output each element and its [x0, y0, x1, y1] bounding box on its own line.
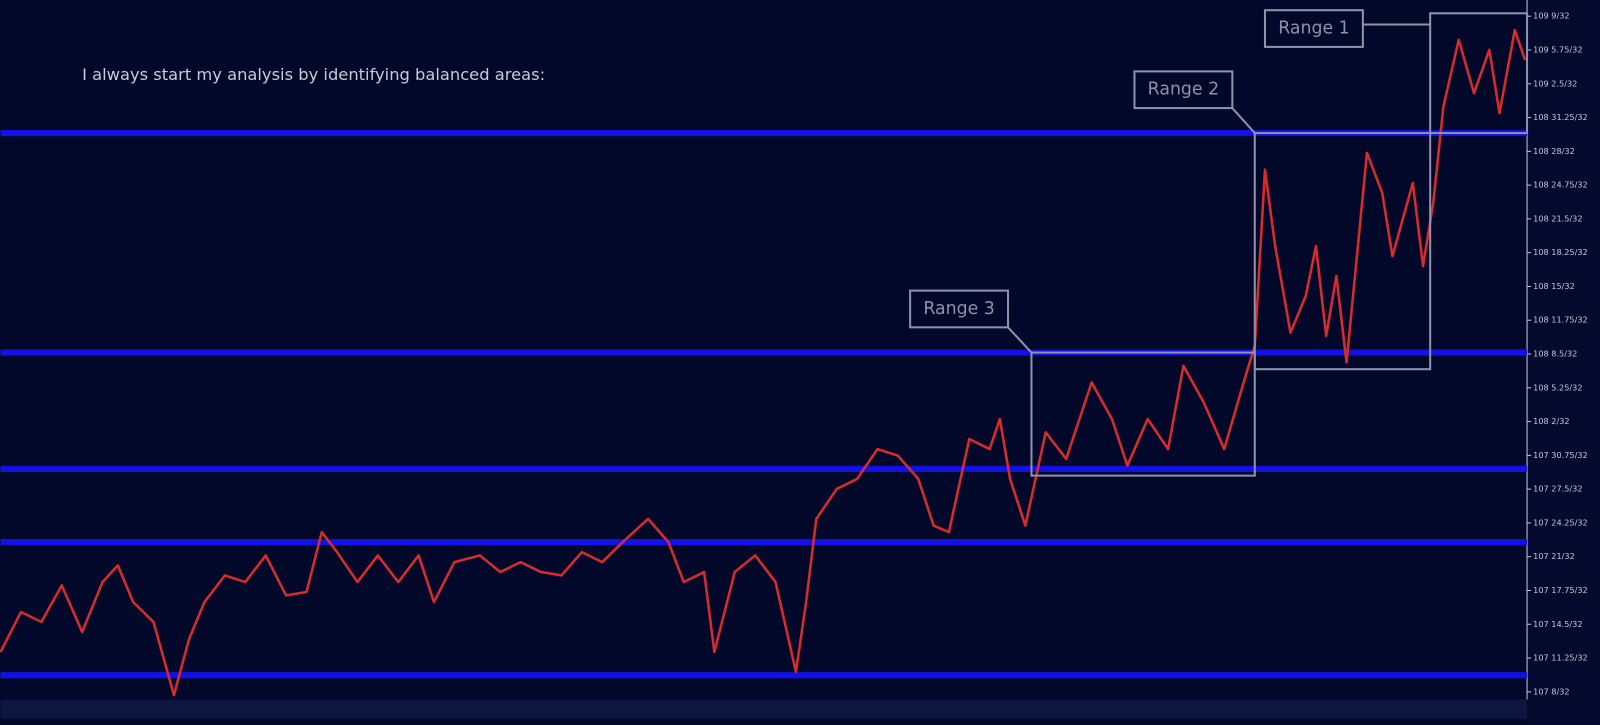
range-box: [1030, 351, 1256, 477]
y-tick-label: 108 21.5/32: [1533, 213, 1582, 223]
range-label: Range 2: [1148, 80, 1219, 100]
y-tick-label: 109 9/32: [1533, 11, 1569, 21]
y-tick-label: 108 11.75/32: [1533, 315, 1588, 325]
y-axis-panel: [1527, 0, 1600, 725]
x-axis-strip: [0, 699, 1528, 719]
y-tick-label: 108 2/32: [1533, 416, 1569, 426]
y-tick-label: 108 31.25/32: [1533, 112, 1588, 122]
range-label: Range 3: [923, 299, 994, 319]
y-tick-label: 107 21/32: [1533, 551, 1575, 561]
y-tick-label: 109 2.5/32: [1533, 78, 1577, 88]
range-label-box: [909, 289, 1010, 329]
y-tick-label: 108 24.75/32: [1533, 180, 1588, 190]
y-tick-label: 108 18.25/32: [1533, 247, 1588, 257]
y-tick-label: 108 5.25/32: [1533, 382, 1582, 392]
y-tick-label: 108 8.5/32: [1533, 349, 1577, 359]
range-leader: [1231, 107, 1256, 134]
range-label: Range 1: [1278, 19, 1349, 39]
range-label-box: [1133, 70, 1234, 110]
y-tick-label: 107 17.75/32: [1533, 585, 1588, 595]
range-box: [1429, 12, 1529, 135]
price-line: [0, 28, 1527, 697]
y-tick-label: 109 5.75/32: [1533, 44, 1582, 54]
y-tick-label: 107 8/32: [1533, 686, 1569, 696]
y-tick-label: 107 24.25/32: [1533, 517, 1588, 527]
y-tick-label: 108 28/32: [1533, 146, 1575, 156]
chart-title: I always start my analysis by identifyin…: [82, 65, 545, 84]
range-box: [1253, 132, 1432, 371]
y-tick-label: 107 14.5/32: [1533, 619, 1582, 629]
y-tick-label: 107 11.25/32: [1533, 653, 1588, 663]
range-leader: [1007, 326, 1033, 354]
y-tick-label: 108 15/32: [1533, 281, 1575, 291]
y-tick-label: 107 30.75/32: [1533, 450, 1588, 460]
y-tick-label: 107 27.5/32: [1533, 484, 1582, 494]
range-label-box: [1263, 9, 1364, 48]
